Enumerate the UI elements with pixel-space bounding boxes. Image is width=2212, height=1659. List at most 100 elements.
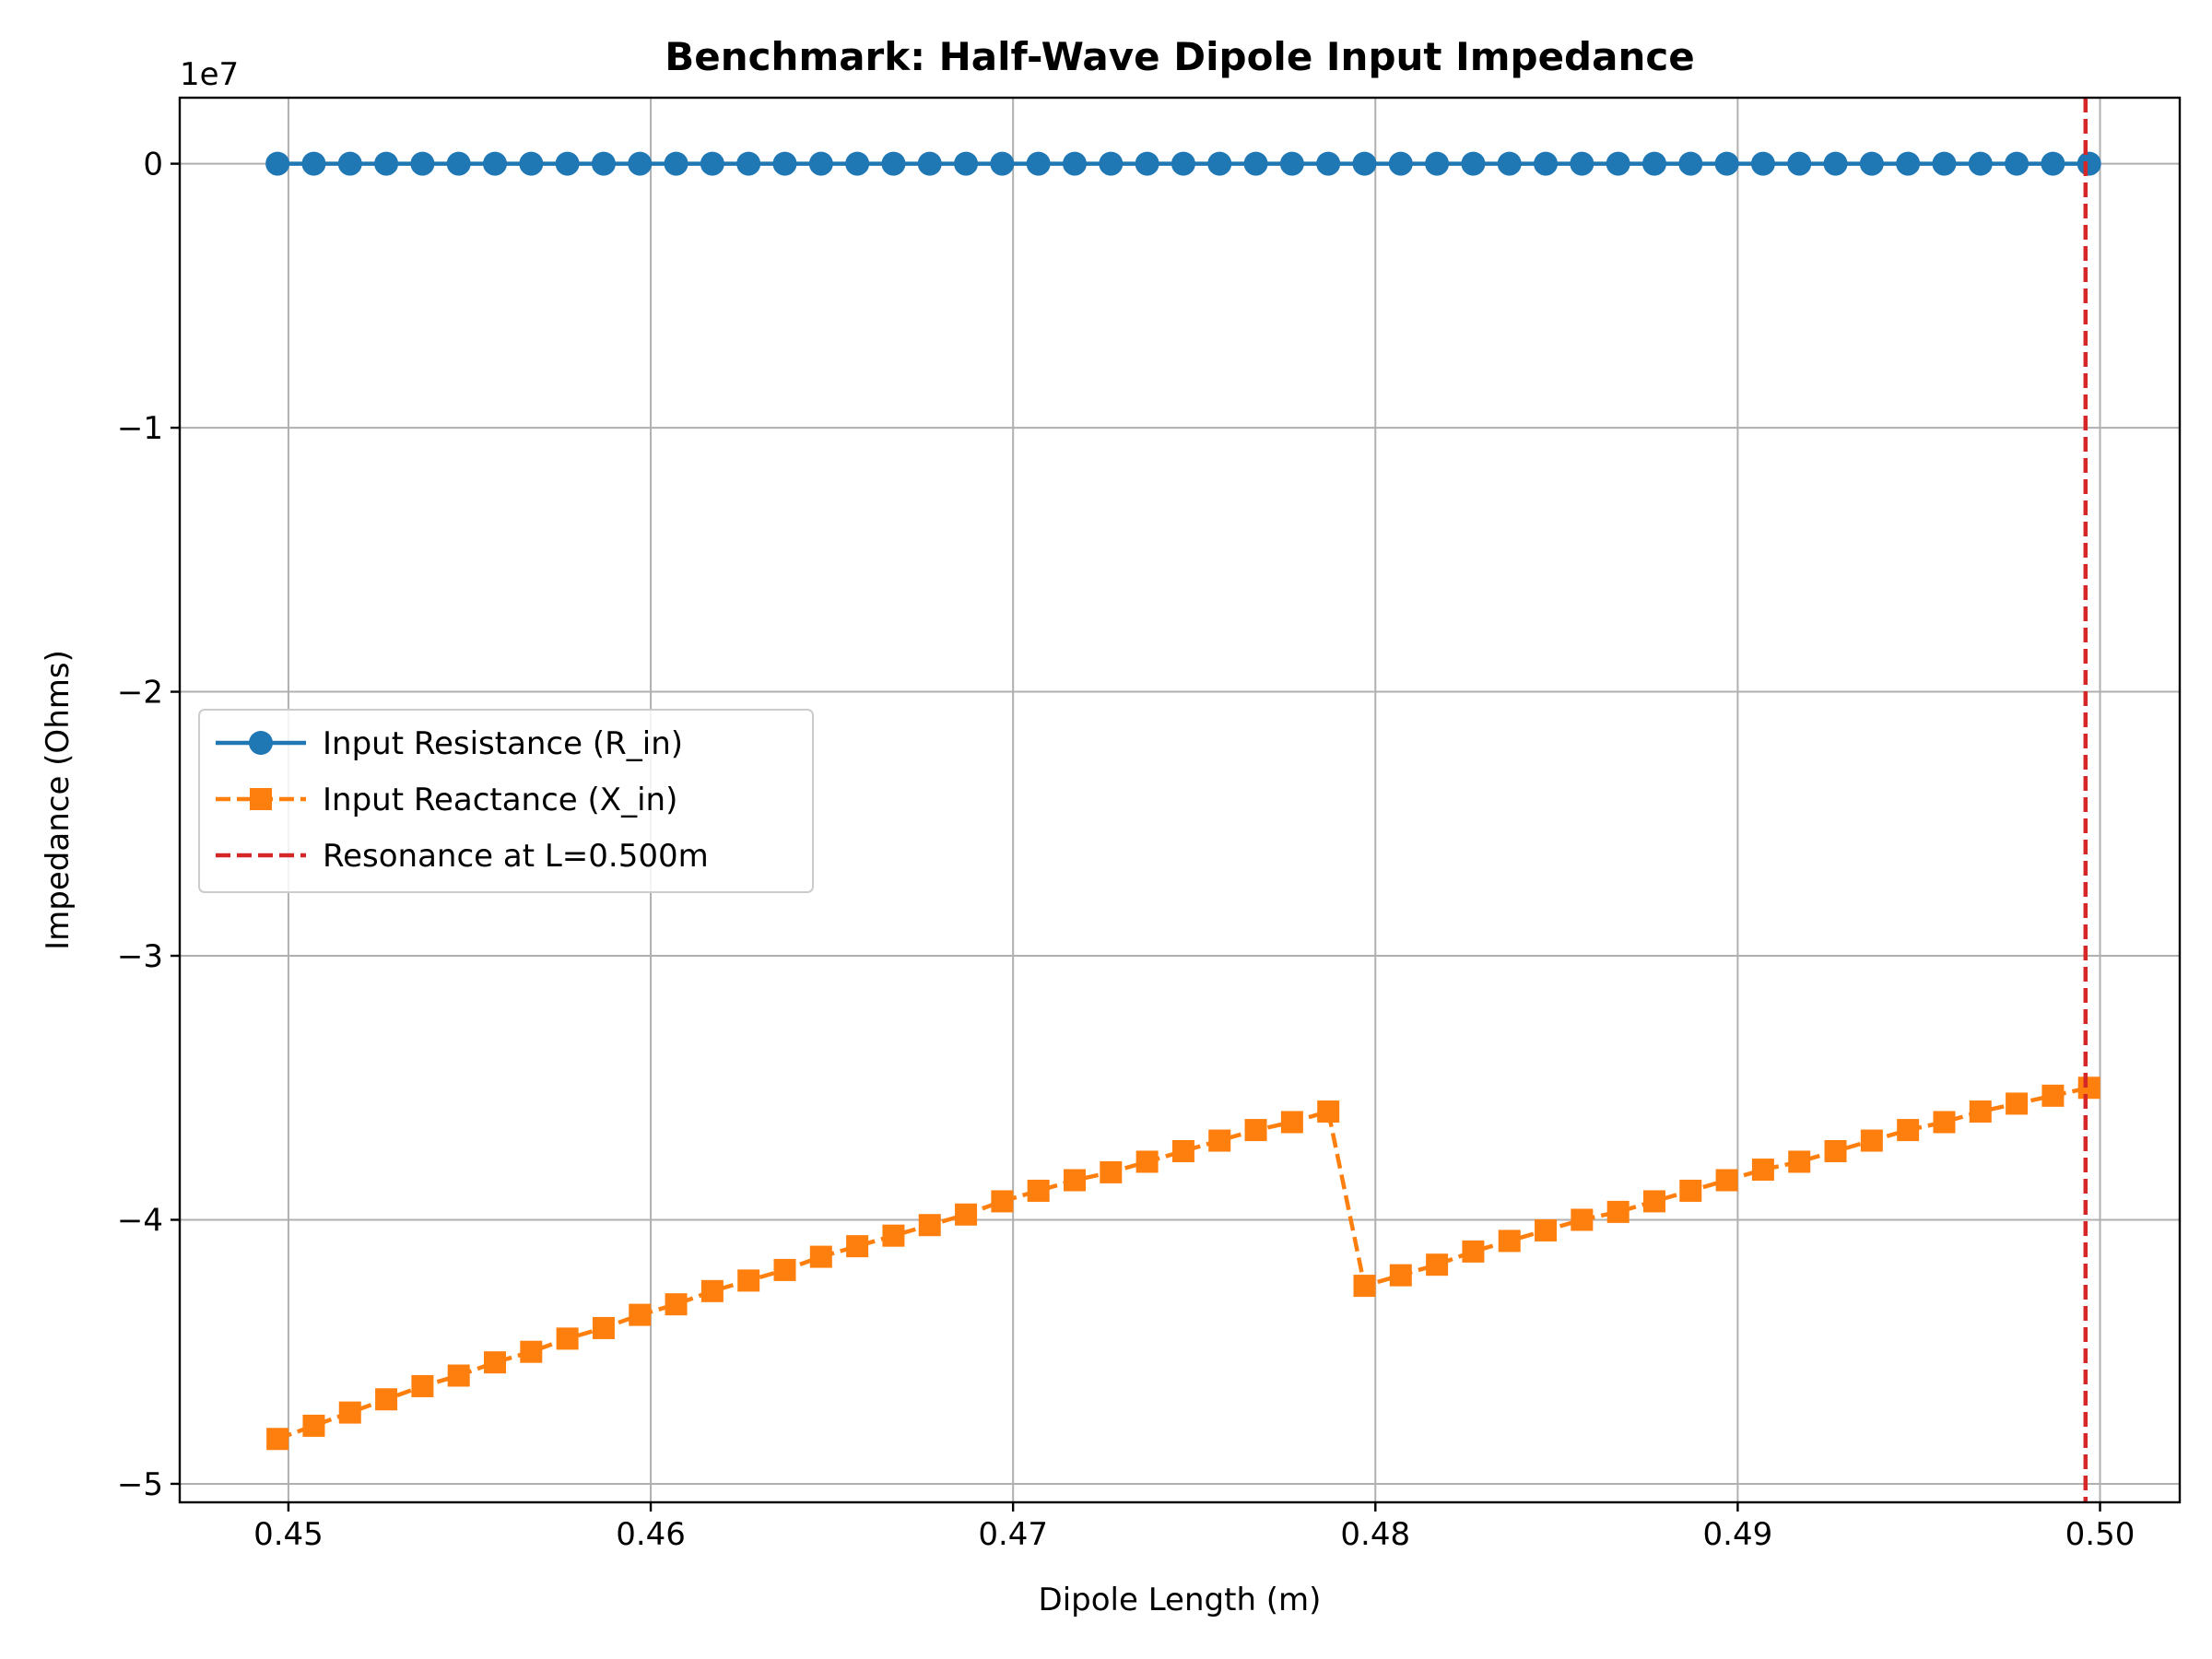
y-tick-label: −3 bbox=[117, 938, 163, 975]
resistance-data-point bbox=[483, 151, 508, 176]
reactance-data-point bbox=[629, 1303, 652, 1326]
y-tick-label: 0 bbox=[143, 147, 163, 183]
resistance-data-point bbox=[2077, 151, 2101, 176]
reactance-data-point bbox=[411, 1374, 434, 1397]
resistance-data-point bbox=[1968, 151, 1993, 176]
reactance-data-point bbox=[1715, 1169, 1738, 1192]
legend-marker-circle bbox=[249, 731, 273, 755]
x-tick-label: 0.47 bbox=[978, 1516, 1048, 1553]
reactance-data-point bbox=[302, 1414, 325, 1437]
reactance-data-point bbox=[2077, 1077, 2100, 1100]
reactance-data-point bbox=[1571, 1208, 1594, 1231]
reactance-data-point bbox=[1751, 1159, 1774, 1182]
reactance-data-point bbox=[1969, 1100, 1992, 1124]
resistance-data-point bbox=[700, 151, 724, 176]
reactance-data-point bbox=[1244, 1119, 1267, 1142]
resistance-data-point bbox=[1099, 151, 1124, 176]
reactance-data-point bbox=[665, 1293, 688, 1316]
resistance-data-point bbox=[1570, 151, 1594, 176]
reactance-data-point bbox=[1897, 1119, 1920, 1142]
reactance-data-point bbox=[592, 1316, 615, 1339]
resistance-data-point bbox=[954, 151, 979, 176]
y-tick-label: −1 bbox=[117, 410, 163, 447]
reactance-data-point bbox=[1498, 1230, 1521, 1253]
reactance-data-point bbox=[338, 1401, 361, 1424]
reactance-data-point bbox=[1171, 1140, 1194, 1162]
resistance-data-point bbox=[410, 151, 435, 176]
resistance-data-point bbox=[772, 151, 797, 176]
plot-series bbox=[265, 98, 2101, 1502]
reactance-data-point bbox=[2006, 1092, 2029, 1115]
reactance-data-point bbox=[484, 1351, 507, 1374]
reactance-data-point bbox=[991, 1190, 1014, 1213]
x-axis-label: Dipole Length (m) bbox=[1039, 1582, 1322, 1618]
reactance-data-point bbox=[1280, 1111, 1303, 1134]
legend-marker-square bbox=[250, 788, 272, 810]
resistance-data-point bbox=[265, 151, 290, 176]
reactance-data-point bbox=[520, 1340, 543, 1363]
legend-entry-label: Input Reactance (X_in) bbox=[323, 782, 677, 818]
resistance-data-point bbox=[1026, 151, 1051, 176]
resistance-data-point bbox=[1279, 151, 1304, 176]
x-tick-label: 0.46 bbox=[616, 1516, 686, 1553]
resistance-data-point bbox=[2005, 151, 2030, 176]
resistance-data-point bbox=[1171, 151, 1195, 176]
resistance-data-point bbox=[628, 151, 653, 176]
resistance-data-point bbox=[1750, 151, 1775, 176]
y-offset-text: 1e7 bbox=[180, 56, 239, 93]
resistance-data-point bbox=[1461, 151, 1486, 176]
reactance-data-point bbox=[1642, 1190, 1665, 1213]
resistance-data-point bbox=[1606, 151, 1630, 176]
reactance-data-point bbox=[846, 1235, 869, 1258]
y-axis-label: Impedance (Ohms) bbox=[40, 650, 76, 950]
y-tick-label: −2 bbox=[117, 675, 163, 712]
resistance-data-point bbox=[1823, 151, 1848, 176]
y-tick-label: −5 bbox=[117, 1466, 163, 1503]
resistance-data-point bbox=[301, 151, 326, 176]
reactance-data-point bbox=[1679, 1179, 1702, 1202]
resistance-data-point bbox=[446, 151, 471, 176]
reactance-data-point bbox=[882, 1224, 905, 1247]
reactance-data-point bbox=[1860, 1129, 1883, 1152]
reactance-data-point bbox=[375, 1388, 398, 1411]
reactance-data-point bbox=[1208, 1129, 1231, 1152]
reactance-data-point bbox=[447, 1364, 470, 1387]
reactance-data-point bbox=[266, 1428, 289, 1451]
resistance-data-point bbox=[917, 151, 942, 176]
resistance-data-point bbox=[1316, 151, 1341, 176]
resistance-data-point bbox=[1678, 151, 1703, 176]
reactance-data-point bbox=[1933, 1111, 1956, 1134]
resistance-data-point bbox=[1243, 151, 1268, 176]
reactance-data-point bbox=[2041, 1084, 2065, 1107]
resistance-data-point bbox=[1896, 151, 1921, 176]
reactance-data-point bbox=[1535, 1218, 1558, 1241]
resistance-data-point bbox=[1787, 151, 1812, 176]
reactance-data-point bbox=[809, 1245, 832, 1268]
resistance-data-point bbox=[736, 151, 761, 176]
resistance-data-point bbox=[881, 151, 906, 176]
resistance-data-point bbox=[374, 151, 399, 176]
reactance-data-point bbox=[1426, 1253, 1449, 1277]
resistance-data-point bbox=[1425, 151, 1450, 176]
resistance-data-point bbox=[1352, 151, 1377, 176]
reactance-data-point bbox=[1317, 1100, 1340, 1124]
reactance-data-point bbox=[1788, 1150, 1811, 1173]
reactance-data-point bbox=[556, 1327, 579, 1350]
resistance-data-point bbox=[1859, 151, 1884, 176]
resistance-data-point bbox=[990, 151, 1015, 176]
reactance-data-point bbox=[773, 1258, 796, 1281]
y-tick-label: −4 bbox=[117, 1202, 163, 1239]
resistance-data-point bbox=[337, 151, 362, 176]
axis-ticks: 0.45 0.46 0.47 0.48 0.49 0.50 0 −1 −2 −3 −4 −5 bbox=[117, 147, 2135, 1553]
reactance-data-point bbox=[1100, 1160, 1123, 1183]
reactance-data-point bbox=[918, 1214, 941, 1237]
reactance-data-point bbox=[1353, 1275, 1376, 1298]
reactance-series-line bbox=[276, 1086, 2090, 1441]
resistance-data-point bbox=[591, 151, 616, 176]
reactance-data-point bbox=[1135, 1150, 1159, 1173]
resistance-data-point bbox=[808, 151, 833, 176]
resistance-data-point bbox=[1714, 151, 1739, 176]
reactance-data-point bbox=[1027, 1179, 1050, 1202]
resistance-data-point bbox=[1497, 151, 1522, 176]
resistance-data-point bbox=[1135, 151, 1159, 176]
